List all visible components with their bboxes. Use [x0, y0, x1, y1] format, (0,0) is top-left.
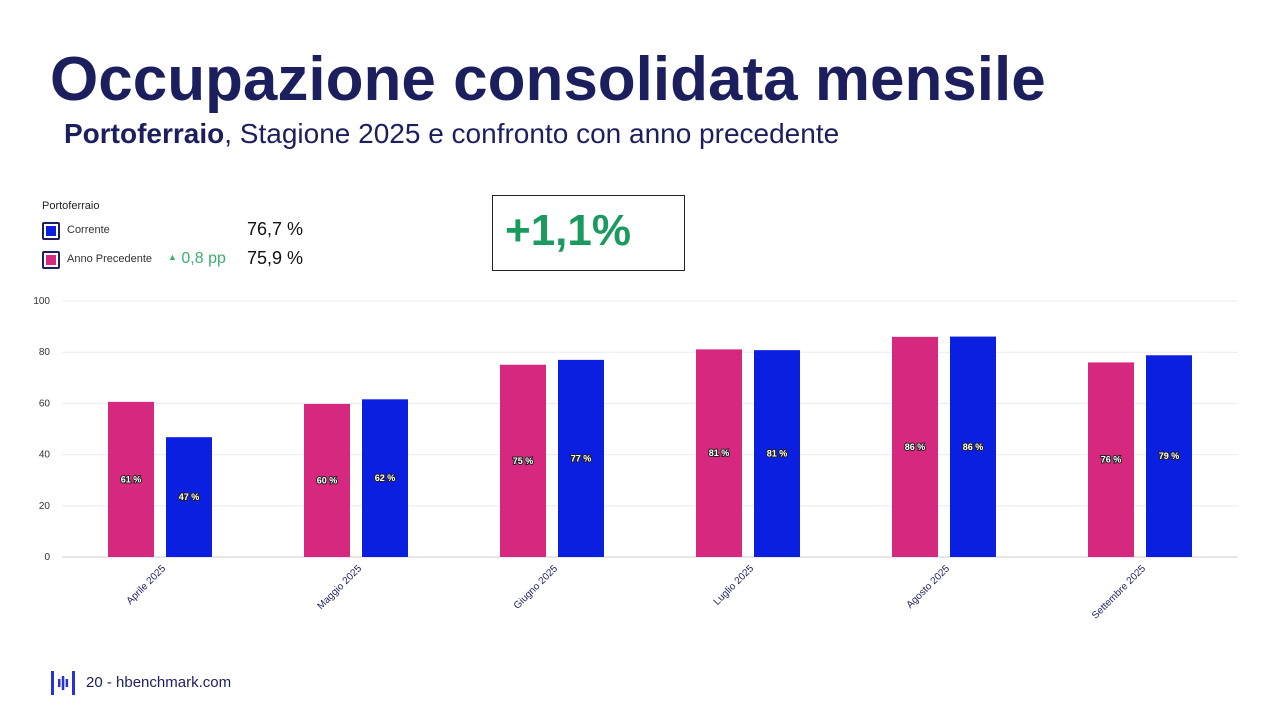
- bar-data-label: 75 %: [513, 456, 534, 466]
- legend-delta-value: 0,8 pp: [181, 250, 226, 267]
- x-tick-label: Giugno 2025: [512, 563, 561, 612]
- y-tick-label: 100: [33, 296, 50, 307]
- bar: [1088, 362, 1134, 557]
- footer-site: hbenchmark.com: [116, 674, 232, 691]
- footer-text: 20 - hbenchmark.com: [86, 674, 231, 691]
- bar-data-label: 60 %: [317, 475, 338, 485]
- bar: [1146, 355, 1192, 557]
- page-title: Occupazione consolidata mensile: [50, 45, 1046, 114]
- x-tick-label: Maggio 2025: [315, 563, 364, 612]
- bar-data-label: 86 %: [963, 442, 984, 452]
- bar: [500, 364, 546, 557]
- legend-title: Portoferraio: [42, 200, 100, 212]
- bar: [696, 349, 742, 557]
- bar: [108, 401, 154, 557]
- y-tick-label: 0: [44, 552, 50, 563]
- kpi-value: +1,1%: [505, 206, 631, 255]
- legend-value-current: 76,7 %: [247, 219, 304, 239]
- bar-data-label: 86 %: [905, 442, 926, 452]
- x-tick-label: Luglio 2025: [712, 563, 757, 608]
- triangle-up-icon: ▲: [168, 252, 177, 262]
- footer-separator: -: [102, 674, 117, 691]
- legend-swatch-current-fill: [46, 226, 56, 236]
- kpi-box: +1,1%: [492, 195, 685, 271]
- legend-delta: ▲ 0,8 pp: [168, 250, 226, 268]
- y-tick-label: 20: [39, 501, 51, 512]
- legend-value-previous: 75,9 %: [247, 248, 304, 268]
- hbenchmark-logo-icon: [51, 671, 75, 695]
- x-tick-label: Settembre 2025: [1090, 563, 1148, 621]
- bar-data-label: 62 %: [375, 473, 396, 483]
- bar-data-label: 76 %: [1101, 455, 1122, 465]
- bar-data-label: 81 %: [767, 449, 788, 459]
- page-subtitle: Portoferraio, Stagione 2025 e confronto …: [64, 118, 839, 150]
- bar: [304, 403, 350, 557]
- bar-data-label: 47 %: [179, 492, 200, 502]
- legend-swatch-current[interactable]: [42, 222, 60, 240]
- bar-data-label: 77 %: [571, 453, 592, 463]
- subtitle-description: , Stagione 2025 e confronto con anno pre…: [224, 118, 840, 149]
- y-tick-label: 80: [39, 347, 51, 358]
- bar-data-label: 79 %: [1159, 451, 1180, 461]
- x-tick-label: Aprile 2025: [125, 563, 169, 607]
- bar: [166, 437, 212, 557]
- bar-data-label: 61 %: [121, 474, 142, 484]
- bar: [754, 350, 800, 557]
- legend-label-previous: Anno Precedente: [67, 253, 153, 265]
- subtitle-location: Portoferraio: [64, 118, 225, 149]
- x-tick-label: Agosto 2025: [905, 563, 953, 611]
- bar: [362, 399, 408, 557]
- y-tick-label: 60: [39, 398, 51, 409]
- legend-label-current: Corrente: [67, 224, 110, 236]
- legend-swatch-previous-fill: [46, 255, 56, 265]
- bar: [892, 336, 938, 557]
- bar-data-label: 81 %: [709, 448, 730, 458]
- bar: [950, 336, 996, 557]
- bar: [558, 359, 604, 557]
- y-tick-label: 40: [39, 450, 51, 461]
- occupancy-bar-chart: 0 20 40 60 80 100 61 % 47 % Aprile 2025 60 % 62 % M…: [33, 296, 1238, 621]
- legend-swatch-previous[interactable]: [42, 251, 60, 269]
- page-number: 20: [86, 674, 103, 691]
